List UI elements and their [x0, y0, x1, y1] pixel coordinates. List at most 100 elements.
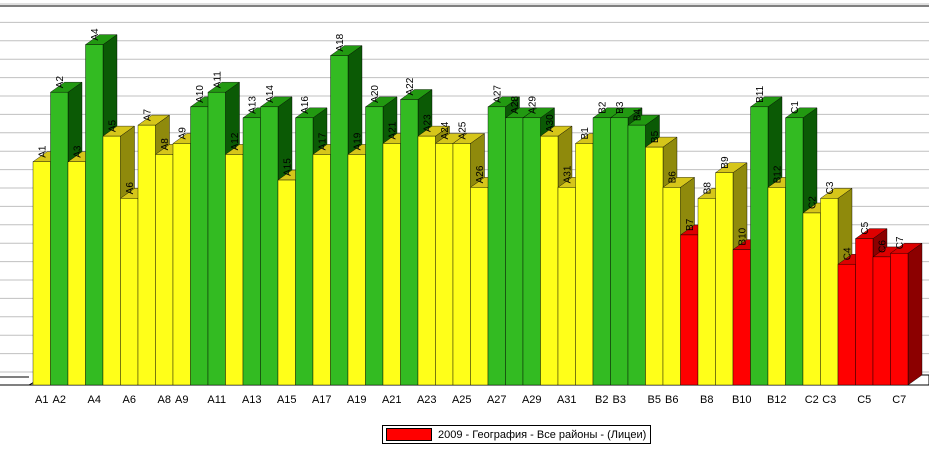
x-tick-A8: A8: [158, 394, 171, 406]
bar-label-A1: A1: [38, 145, 49, 158]
bar-label-C3: C3: [825, 181, 836, 194]
bar-label-C6: C6: [878, 240, 889, 253]
bar-front: [67, 161, 86, 386]
bar-label-A14: A14: [265, 85, 276, 103]
bar-front: [767, 187, 786, 386]
bar-front: [557, 187, 576, 386]
bar-front: [627, 124, 646, 386]
bar-label-B2: B2: [598, 101, 609, 114]
bar-front: [32, 161, 51, 386]
bar-front: [732, 249, 751, 386]
x-tick-C2: C2: [805, 394, 819, 406]
x-tick-A17: A17: [312, 394, 332, 406]
bar-front: [592, 117, 611, 386]
chart-bars: [32, 34, 923, 386]
bar-label-A12: A12: [230, 132, 241, 150]
bar-front: [277, 179, 296, 386]
bar-label-A22: A22: [405, 77, 416, 95]
legend-label: 2009 - География - Все районы - (Лицеи): [438, 428, 647, 441]
x-tick-C3: C3: [822, 394, 836, 406]
bar-label-A27: A27: [493, 85, 504, 103]
bar-label-A2: A2: [55, 76, 66, 89]
bar-label-A9: A9: [178, 127, 189, 140]
x-tick-B12: B12: [767, 394, 787, 406]
bar-front: [452, 143, 471, 386]
bar-front: [225, 154, 244, 386]
bar-front: [610, 117, 629, 386]
bar-front: [522, 117, 541, 386]
bar-front: [680, 234, 699, 386]
bar-front: [820, 198, 839, 386]
bar-label-B8: B8: [703, 182, 714, 195]
bar-label-A3: A3: [73, 145, 84, 158]
bar-label-A26: A26: [475, 165, 486, 183]
bar-front: [785, 117, 804, 386]
bar-label-A30: A30: [545, 114, 556, 132]
bar-front: [837, 264, 856, 386]
bar-front: [802, 212, 821, 386]
bar-front: [487, 106, 506, 386]
bar-label-A23: A23: [423, 114, 434, 132]
bar-front: [400, 99, 419, 386]
x-tick-A15: A15: [277, 394, 297, 406]
x-tick-A27: A27: [487, 394, 507, 406]
bar-label-B5: B5: [650, 130, 661, 143]
bar-front: [540, 135, 559, 386]
bar-front: [207, 91, 226, 386]
bar-label-B4: B4: [633, 108, 644, 121]
bar-label-A24: A24: [440, 121, 451, 139]
x-tick-A25: A25: [452, 394, 472, 406]
x-tick-A9: A9: [175, 394, 188, 406]
bar-front: [505, 117, 524, 386]
bar-front: [365, 106, 384, 386]
bar-label-B9: B9: [720, 156, 731, 169]
bar-front: [872, 256, 891, 386]
bar-front: [137, 124, 156, 386]
bar-label-A19: A19: [353, 132, 364, 150]
chart-legend: 2009 - География - Все районы - (Лицеи): [382, 425, 652, 444]
bar-label-B6: B6: [668, 171, 679, 184]
bar-label-C7: C7: [895, 236, 906, 249]
bar-label-A15: A15: [283, 158, 294, 176]
bar-label-A17: A17: [318, 132, 329, 150]
bar-label-A20: A20: [370, 85, 381, 103]
bar-front: [855, 238, 874, 386]
x-tick-A21: A21: [382, 394, 402, 406]
bar-front: [662, 187, 681, 386]
bar-front: [715, 172, 734, 386]
bar-label-A16: A16: [300, 96, 311, 114]
bar-side: [907, 242, 923, 386]
bar-label-A29: A29: [528, 96, 539, 114]
bar-label-B10: B10: [738, 227, 749, 245]
bar-label-B11: B11: [755, 85, 766, 102]
x-tick-A23: A23: [417, 394, 437, 406]
bar-front: [172, 143, 191, 386]
x-tick-C7: C7: [892, 394, 906, 406]
x-tick-A11: A11: [207, 394, 226, 406]
bar-front: [470, 187, 489, 386]
bar-front: [347, 154, 366, 386]
bar-label-A25: A25: [458, 121, 469, 139]
bar-label-A6: A6: [125, 182, 136, 195]
bar-label-A5: A5: [108, 119, 119, 132]
bar-label-A31: A31: [563, 165, 574, 183]
bar-label-A4: A4: [90, 28, 101, 41]
bar-label-A13: A13: [248, 96, 259, 114]
bar-label-A11: A11: [213, 71, 224, 88]
bar-label-A28: A28: [510, 96, 521, 114]
bar-label-A18: A18: [335, 33, 346, 51]
bar-front: [645, 146, 664, 386]
chart-bar-labels: A1 A2 A3 A4 A5 A6 A7 A8 A9 A10 A11 A12 A13 A14 A15 A16 A…: [38, 28, 907, 260]
bar-front: [155, 154, 174, 386]
x-tick-B5: B5: [648, 394, 661, 406]
bar-label-B1: B1: [580, 127, 591, 140]
x-tick-B10: B10: [732, 394, 752, 406]
x-tick-A4: A4: [88, 394, 101, 406]
bar-front: [102, 135, 121, 386]
bar-front: [750, 106, 769, 386]
bar-front: [382, 143, 401, 386]
bar-front: [575, 143, 594, 386]
x-tick-B8: B8: [700, 394, 713, 406]
x-tick-A6: A6: [123, 394, 136, 406]
